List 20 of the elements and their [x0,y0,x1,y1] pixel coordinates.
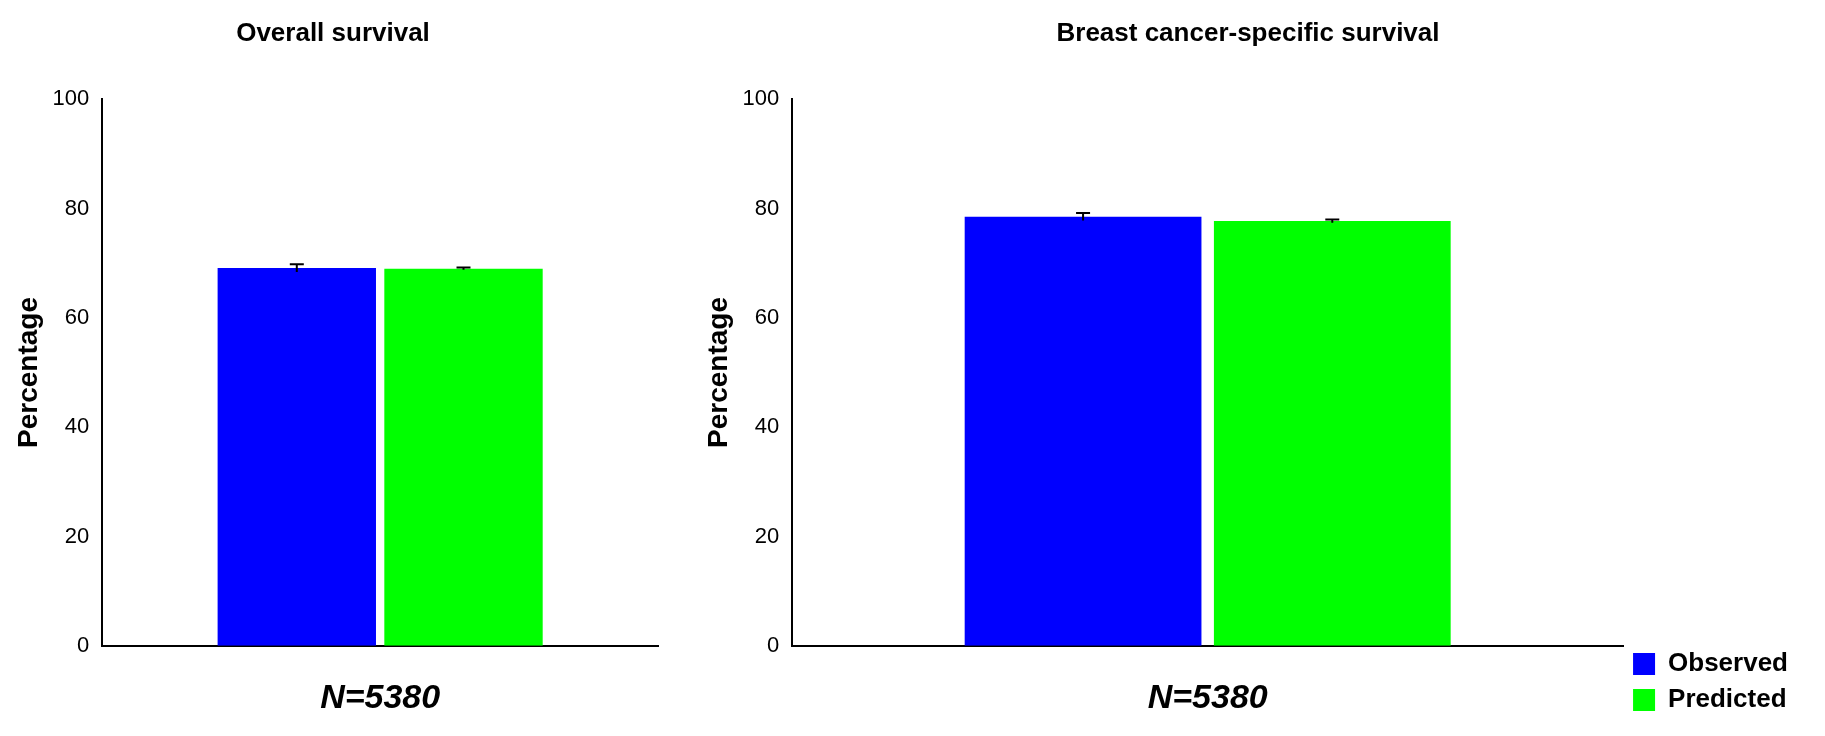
y-tick-label: 80 [754,194,780,220]
y-tick-label: 40 [754,413,780,439]
legend-label: Predicted [1668,683,1787,714]
y-tick-label: 80 [64,194,90,220]
y-tick-label: 60 [754,303,780,329]
y-tick-label: 60 [64,303,90,329]
legend-label: Observed [1668,647,1789,678]
chart-title: Overall survival [236,16,430,47]
y-tick-label: 0 [767,631,780,657]
y-axis-title: Percentage [701,297,733,448]
y-tick-label: 20 [64,522,90,548]
chart-title: Breast cancer-specific survival [1056,16,1440,47]
y-tick-label: 100 [52,85,90,111]
y-tick-label: 100 [742,85,780,111]
y-tick-label: 40 [64,413,90,439]
x-axis-title: N=5380 [1147,676,1268,715]
y-tick-label: 0 [77,631,90,657]
y-tick-label: 20 [754,522,780,548]
x-axis-title: N=5380 [320,676,441,715]
y-axis-title: Percentage [11,297,43,448]
